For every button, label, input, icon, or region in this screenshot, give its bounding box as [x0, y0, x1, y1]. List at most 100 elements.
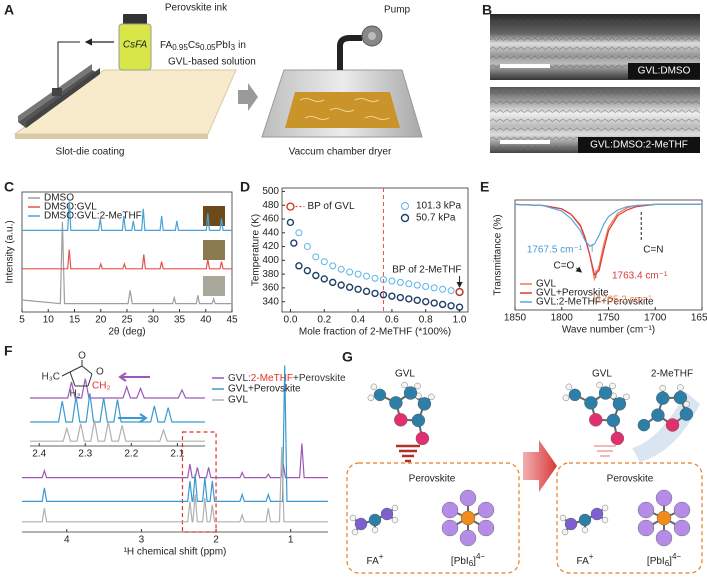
annotation-label: BP of 2-MeTHF	[392, 265, 461, 276]
series-line	[22, 249, 232, 270]
atom	[368, 513, 382, 527]
formula-part: 0.95	[172, 43, 188, 52]
series-line	[30, 420, 205, 442]
peak-label: 1763.4 cm⁻¹	[612, 271, 668, 282]
ion-label: [PbI6]4−	[647, 552, 681, 568]
x-tick-label: 3	[139, 535, 145, 546]
atom	[637, 501, 655, 519]
scatter-point	[362, 287, 371, 296]
scatter-point	[295, 229, 303, 237]
host-label: Perovskite	[409, 474, 456, 485]
scatter-point	[396, 293, 405, 302]
scatter-point	[320, 275, 328, 283]
x-tick-label: 40	[200, 315, 212, 326]
x-tick-label: 1	[288, 535, 294, 546]
legend-label: DMSO:GVL:2-MeTHF	[44, 211, 142, 222]
atom	[415, 431, 430, 446]
scatter-point	[354, 285, 362, 293]
atom	[637, 519, 655, 537]
x-tick-label: 1850	[504, 313, 527, 324]
x-axis-label: ¹H chemical shift (ppm)	[124, 547, 227, 558]
solution-label: GVL-based solution	[168, 57, 256, 68]
x-tick-label: 0.0	[284, 315, 298, 326]
legend-label: DMSO:GVL	[44, 202, 97, 213]
annotation-label: BP of GVL	[307, 201, 355, 212]
scatter-point	[371, 274, 379, 282]
atom	[683, 400, 690, 408]
atom	[590, 507, 604, 521]
sem-images	[490, 14, 700, 153]
atom	[351, 528, 359, 536]
scatter-point	[346, 268, 354, 276]
panel-label: D	[240, 179, 250, 195]
shift-arrow	[118, 372, 150, 382]
structure-label: O	[96, 367, 104, 378]
x-tick-label: 2	[213, 535, 219, 546]
formula-part: 0.05	[200, 43, 216, 52]
panel-label: E	[480, 179, 489, 195]
atom	[367, 394, 375, 402]
x-tick-label: 30	[148, 315, 160, 326]
y-tick-label: 500	[262, 186, 279, 197]
x-tick-label: 1700	[644, 313, 667, 324]
formula-part: PbI	[216, 40, 231, 51]
molecule-label: GVL	[395, 369, 415, 380]
atom	[673, 501, 691, 519]
x-tick-label: 2.2	[124, 449, 138, 460]
legend-label: GVL	[228, 395, 248, 406]
y-axis-label: Transmittance (%)	[493, 214, 504, 295]
scatter-point	[290, 239, 298, 247]
series-line	[30, 393, 205, 423]
atom	[389, 396, 403, 410]
scatter-point	[388, 277, 396, 285]
legend-swatch	[400, 213, 410, 223]
ink-label: Perovskite ink	[165, 3, 228, 14]
atom	[349, 514, 357, 522]
ion-label: FA+	[577, 552, 594, 567]
ion-part: [PbI	[451, 556, 469, 567]
scatter-point	[329, 262, 337, 270]
legend-label-part: +Perovskite	[293, 373, 346, 384]
ion-part: 6	[469, 559, 474, 568]
structure-label: CH₂	[92, 381, 110, 392]
atom	[441, 519, 459, 537]
ion-part: +	[589, 552, 594, 561]
band-label: C=N	[643, 245, 663, 256]
ion-label: [PbI6]4−	[451, 552, 485, 568]
x-tick-label: 2.1	[170, 449, 184, 460]
scatter-point	[337, 265, 345, 273]
legend-label: GVL:2-MeTHF+Perovskite	[228, 373, 346, 384]
atom	[391, 516, 399, 524]
series-line	[21, 221, 232, 305]
atom	[459, 529, 477, 547]
atom	[411, 413, 426, 428]
scatter-point	[439, 285, 447, 293]
atom	[655, 489, 673, 507]
y-tick-label: 380	[262, 269, 279, 280]
x-tick-label: 2.3	[78, 449, 92, 460]
atom	[596, 381, 603, 389]
formula-part: FA	[160, 40, 173, 51]
x-tick-label: 45	[226, 315, 238, 326]
y-axis-label: Intensity (a.u.)	[5, 220, 16, 283]
ion-part: +	[379, 552, 384, 561]
atom	[417, 397, 432, 411]
scatter-point	[379, 276, 387, 284]
annotation-point	[286, 202, 295, 211]
legend-label-part: GVL:	[228, 373, 251, 384]
host-label: Perovskite	[607, 474, 654, 485]
atom	[370, 383, 378, 391]
atom	[609, 382, 616, 390]
atom	[401, 381, 408, 389]
atom	[559, 514, 567, 522]
structure-label: H₂	[69, 389, 80, 400]
atom	[673, 519, 691, 537]
scatter-point	[447, 287, 455, 295]
x-tick-label: 20	[95, 315, 107, 326]
scatter-point	[447, 302, 455, 310]
atom	[584, 396, 598, 410]
x-axis-label: Wave number (cm⁻¹)	[562, 325, 655, 336]
atom	[665, 418, 680, 432]
atom	[677, 384, 684, 391]
